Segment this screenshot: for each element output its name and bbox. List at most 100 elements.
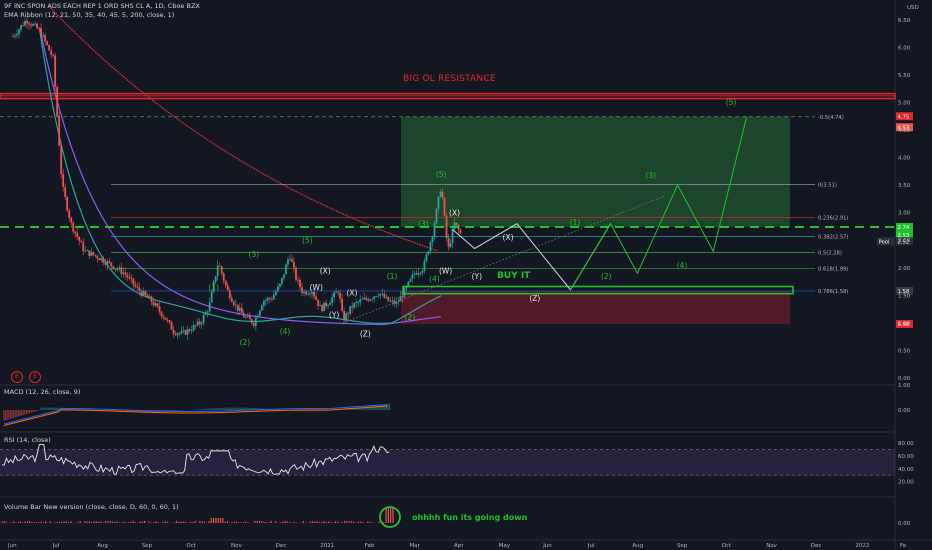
- candle-body: [76, 232, 79, 237]
- candle-body: [98, 258, 101, 261]
- candle-body: [130, 277, 133, 279]
- candle-body: [156, 303, 159, 307]
- axis-price-badge: [896, 123, 913, 132]
- candle-body: [232, 301, 235, 305]
- candle-body: [285, 264, 287, 275]
- candle-body: [210, 291, 213, 303]
- y-tick-label: 0.00: [898, 376, 911, 382]
- candle-body: [449, 242, 452, 247]
- candle-body: [295, 267, 297, 280]
- candle-body: [196, 321, 199, 326]
- buy-box: [402, 285, 794, 295]
- candle-body: [42, 35, 45, 37]
- candle-body: [260, 305, 263, 311]
- candle-body: [271, 298, 273, 300]
- candle-body: [86, 250, 89, 252]
- candle-body: [160, 311, 163, 317]
- candle-body: [70, 217, 73, 223]
- candle-body: [46, 41, 49, 45]
- candle-body: [174, 333, 177, 335]
- stop-zone: [401, 290, 790, 324]
- x-tick-label: Sep: [142, 543, 153, 549]
- candle-body: [379, 293, 382, 296]
- candle-body: [443, 197, 446, 216]
- y-tick-label: 4.00: [898, 156, 911, 162]
- candle-body: [50, 50, 53, 55]
- wave-label: (1): [208, 283, 219, 292]
- candle-body: [264, 300, 267, 302]
- candle-body: [319, 305, 321, 307]
- candle-body: [266, 298, 269, 301]
- wave-label: (3): [249, 250, 260, 259]
- candle-body: [184, 330, 187, 335]
- candle-body: [248, 316, 251, 320]
- candle-body: [24, 21, 26, 26]
- candle-body: [411, 274, 414, 279]
- y-tick-label: 4.50: [898, 128, 911, 134]
- candle-body: [100, 258, 103, 261]
- candle-body: [176, 333, 179, 335]
- candle-body: [208, 302, 211, 312]
- candle-body: [158, 306, 161, 312]
- x-tick-label: 2021: [320, 543, 334, 549]
- candle-body: [60, 145, 63, 174]
- candle-body: [371, 298, 374, 300]
- wave-label: (3): [418, 219, 429, 228]
- candle-body: [289, 258, 291, 260]
- candle-body: [361, 299, 364, 300]
- macd-tick: 1.00: [898, 383, 911, 389]
- candle-body: [138, 287, 141, 292]
- candle-body: [347, 313, 350, 315]
- candle-body: [283, 274, 285, 279]
- candle-body: [234, 304, 237, 306]
- rsi-tick: 40.00: [898, 467, 914, 473]
- axis-price-badge: [896, 237, 913, 246]
- candle-body: [409, 278, 412, 282]
- header-symbol: 9F INC SPON ADS EACH REP 1 ORD SHS CL A,…: [4, 2, 200, 10]
- candle-body: [299, 279, 301, 288]
- x-tick-label: Aug: [632, 543, 643, 549]
- candle-body: [297, 279, 299, 281]
- candle-body: [381, 293, 384, 295]
- axis-price-text: 2.53: [898, 233, 910, 239]
- candle-body: [377, 295, 380, 297]
- earnings-badge-1[interactable]: E: [11, 371, 23, 383]
- candle-body: [244, 317, 247, 318]
- axis-price-text: Pool: [879, 240, 890, 246]
- candle-body: [216, 265, 219, 277]
- candle-body: [188, 329, 191, 331]
- volume-label: Volume Bar New version (close, close, D,…: [4, 503, 179, 511]
- wave-label: (5): [726, 98, 737, 107]
- macd-signal-line: [3, 405, 389, 426]
- candle-body: [186, 329, 189, 335]
- earnings-badge-2[interactable]: E: [29, 371, 41, 383]
- candle-body: [110, 262, 113, 267]
- projection-impulse: [570, 116, 748, 291]
- candle-body: [44, 35, 47, 42]
- candle-body: [254, 317, 257, 326]
- candle-body: [423, 260, 426, 271]
- candle-body: [329, 302, 332, 305]
- candle-body: [154, 303, 157, 306]
- target-zone: [401, 116, 790, 227]
- wave-label: (4): [429, 275, 440, 284]
- rsi-tick: 80.00: [898, 441, 914, 447]
- wave-label: (X): [449, 208, 460, 217]
- candle-body: [180, 331, 183, 334]
- candle-body: [202, 315, 205, 323]
- candle-body: [321, 305, 323, 312]
- wave-label: (W): [310, 283, 323, 292]
- rsi-tick: 20.00: [898, 480, 914, 486]
- candle-body: [96, 255, 99, 259]
- y-tick-label: 6.50: [898, 18, 911, 24]
- candle-body: [397, 301, 400, 303]
- candle-body: [268, 298, 271, 299]
- y-tick-label: 3.50: [898, 183, 911, 189]
- y-tick-label: 3.00: [898, 211, 911, 217]
- candle-body: [393, 300, 396, 304]
- candle-body: [106, 261, 109, 265]
- candle-body: [36, 23, 38, 29]
- wave-label: (X): [320, 266, 331, 275]
- wave-label: (W): [439, 266, 452, 275]
